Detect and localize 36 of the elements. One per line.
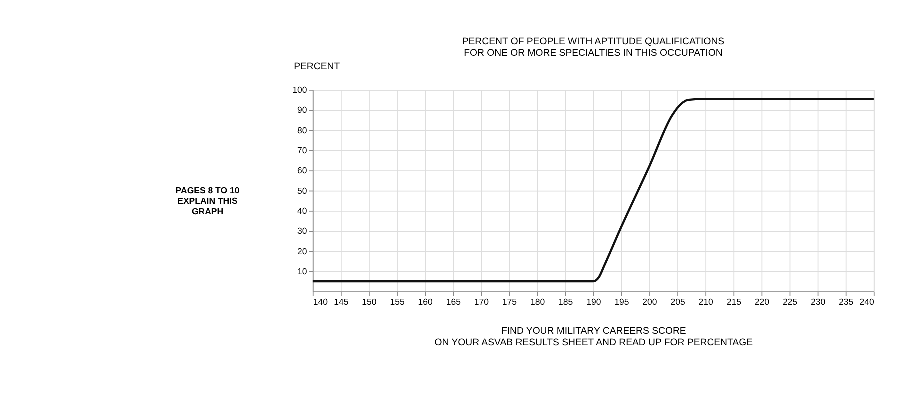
y-tick-label: 90 bbox=[298, 105, 308, 116]
y-tick-label: 60 bbox=[298, 166, 308, 176]
y-tick-label: 30 bbox=[298, 226, 308, 236]
x-tick-label: 210 bbox=[698, 297, 714, 308]
x-tick-label: 150 bbox=[362, 297, 377, 308]
x-tick-label: 140 bbox=[313, 297, 328, 308]
x-tick-label: 175 bbox=[502, 297, 518, 308]
y-tick-label: 100 bbox=[292, 85, 308, 96]
x-tick-label: 225 bbox=[782, 297, 798, 308]
y-tick-label: 20 bbox=[298, 246, 308, 256]
x-tick-label: 220 bbox=[754, 297, 770, 308]
line-series bbox=[312, 98, 876, 283]
x-tick-label: 185 bbox=[558, 297, 574, 308]
text: PAGES 8 TO 10 EXPLAIN THIS GRAPH bbox=[176, 185, 240, 216]
y-tick-label: 50 bbox=[298, 186, 308, 196]
x-tick-label: 230 bbox=[810, 297, 826, 308]
x-tick-label: 200 bbox=[642, 297, 658, 308]
x-tick-label: 165 bbox=[446, 297, 462, 308]
y-axis-title: PERCENT bbox=[294, 61, 340, 72]
x-tick-label: 170 bbox=[474, 297, 490, 308]
x-tick-label: 145 bbox=[334, 297, 349, 308]
x-tick-label: 215 bbox=[726, 297, 742, 308]
x-tick-label: 180 bbox=[530, 297, 546, 308]
chart-title: PERCENT OF PEOPLE WITH APTITUDE QUALIFICATIONS FOR ONE OR MORE SPECIALTIES IN THIS OCCUPATION bbox=[462, 36, 725, 59]
x-tick-label: 155 bbox=[390, 297, 405, 308]
x-tick-label: 160 bbox=[418, 297, 434, 308]
x-tick-label: 235 bbox=[839, 297, 854, 308]
y-tick-label: 80 bbox=[298, 125, 308, 136]
x-tick-label: 190 bbox=[586, 297, 602, 308]
x-axis-title: FIND YOUR MILITARY CAREERS SCORE ON YOUR ASVAB RESULTS SHEET AND READ UP FOR PERCENTAGE bbox=[434, 326, 753, 349]
y-tick-label: 40 bbox=[298, 206, 308, 216]
x-tick-label: 240 bbox=[860, 297, 875, 308]
x-tick-label: 205 bbox=[670, 297, 686, 308]
y-tick-label: 70 bbox=[298, 146, 308, 156]
y-tick-label: 10 bbox=[298, 266, 308, 277]
x-tick-label: 195 bbox=[614, 297, 630, 308]
